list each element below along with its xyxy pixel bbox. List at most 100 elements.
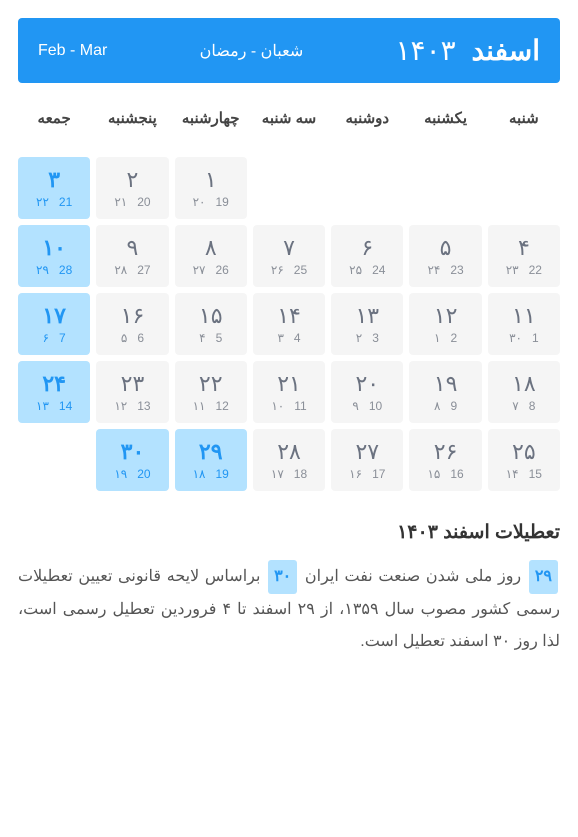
hijri-day: ۱ — [434, 331, 440, 345]
weekday-label: سه شنبه — [253, 103, 325, 137]
day-cell[interactable]: ۱۷۶7 — [18, 293, 90, 355]
weekday-label: دوشنبه — [331, 103, 403, 137]
hijri-day: ۱۵ — [427, 467, 440, 481]
persian-day: ۱۲ — [434, 303, 458, 328]
day-cell[interactable]: ۱۲۱2 — [409, 293, 481, 355]
gregorian-day: 12 — [215, 399, 228, 413]
day-cell[interactable]: ۳۲۲21 — [18, 157, 90, 219]
day-cell[interactable]: ۱۲۰19 — [175, 157, 247, 219]
day-cell[interactable]: ۱۴۳4 — [253, 293, 325, 355]
day-cell[interactable]: ۱۹۸9 — [409, 361, 481, 423]
hijri-day: ۲۹ — [36, 263, 49, 277]
day-cell[interactable]: ۲۲۱۱12 — [175, 361, 247, 423]
secondary-dates: ۱۶17 — [349, 467, 385, 481]
secondary-dates: ۶7 — [43, 331, 66, 345]
day-cell[interactable]: ۱۱۳۰1 — [488, 293, 560, 355]
persian-day: ۱ — [205, 167, 217, 192]
gregorian-day: 20 — [137, 195, 150, 209]
day-cell[interactable]: ۲۰۹10 — [331, 361, 403, 423]
persian-day: ۴ — [518, 235, 530, 260]
day-cell[interactable]: ۱۰۲۹28 — [18, 225, 90, 287]
hijri-day: ۲۳ — [506, 263, 519, 277]
persian-day: ۱۶ — [121, 303, 145, 328]
secondary-dates: ۲۸27 — [114, 263, 150, 277]
secondary-dates: ۲۵24 — [349, 263, 385, 277]
gregorian-day: 8 — [529, 399, 536, 413]
day-cell[interactable]: ۴ ۲۳22 — [488, 225, 560, 287]
hijri-day: ۱۲ — [114, 399, 127, 413]
persian-day: ۶ — [361, 235, 373, 260]
hijri-day: ۲۴ — [427, 263, 440, 277]
persian-day: ۲۶ — [434, 439, 458, 464]
hijri-day: ۱۶ — [349, 467, 362, 481]
persian-day: ۳ — [48, 167, 60, 192]
day-cell[interactable]: ۲۶ ۱۵ 16 — [409, 429, 481, 491]
persian-day: ۲۰ — [355, 371, 379, 396]
secondary-dates: ۸9 — [434, 399, 457, 413]
day-cell[interactable]: ۲۲۱20 — [96, 157, 168, 219]
persian-day: ۳۰ — [121, 439, 145, 464]
gregorian-day: 27 — [137, 263, 150, 277]
hijri-day: ۶ — [43, 331, 49, 345]
persian-day: ۵ — [440, 235, 452, 260]
day-cell[interactable]: ۵ ۲۴23 — [409, 225, 481, 287]
weekday-label: پنجشنبه — [96, 103, 168, 137]
secondary-dates: ۴5 — [199, 331, 222, 345]
secondary-dates: ۳4 — [277, 331, 300, 345]
hijri-day: ۱۸ — [193, 467, 206, 481]
calendar-header: اسفند ۱۴۰۳ شعبان - رمضان Feb - Mar — [18, 18, 560, 83]
primary-month-label: اسفند ۱۴۰۳ — [396, 34, 541, 67]
holidays-section: تعطیلات اسفند ۱۴۰۳ ۲۹ روز ملی شدن صنعت ن… — [18, 521, 560, 658]
day-cell[interactable]: ۲۸۱۷18 — [253, 429, 325, 491]
day-cell[interactable]: ۱۵ ۴5 — [175, 293, 247, 355]
gregorian-day: 11 — [294, 399, 306, 413]
day-cell[interactable]: ۲۴۱۳14 — [18, 361, 90, 423]
hijri-day: ۳ — [277, 331, 283, 345]
day-cell[interactable]: ۱۳۲3 — [331, 293, 403, 355]
day-cell[interactable]: ۲۱۱۰11 — [253, 361, 325, 423]
empty-cell — [488, 157, 560, 219]
gregorian-day: 26 — [215, 263, 228, 277]
persian-day: ۲۳ — [121, 371, 145, 396]
hijri-months-label: شعبان - رمضان — [200, 41, 304, 61]
secondary-dates: ۱۵ 16 — [427, 467, 463, 481]
day-cell[interactable]: ۱۸۷8 — [488, 361, 560, 423]
persian-day: ۱۹ — [434, 371, 458, 396]
persian-day: ۲۷ — [355, 439, 379, 464]
holiday-day-tag: ۳۰ — [268, 560, 297, 594]
empty-cell — [409, 157, 481, 219]
persian-day: ۲ — [127, 167, 139, 192]
secondary-dates: ۷8 — [512, 399, 535, 413]
day-cell[interactable]: ۹۲۸27 — [96, 225, 168, 287]
holidays-title: تعطیلات اسفند ۱۴۰۳ — [18, 521, 560, 544]
day-cell[interactable]: ۷۲۶25 — [253, 225, 325, 287]
day-cell[interactable]: ۳۰۱۹20 — [96, 429, 168, 491]
secondary-dates: ۲۴23 — [427, 263, 463, 277]
persian-day: ۱۵ — [199, 303, 223, 328]
day-cell[interactable]: ۲۵۱۴15 — [488, 429, 560, 491]
month-name: اسفند — [471, 35, 540, 66]
persian-day: ۱۰ — [42, 235, 66, 260]
gregorian-day: 20 — [137, 467, 150, 481]
hijri-day: ۷ — [512, 399, 518, 413]
day-cell[interactable]: ۲۹۱۸19 — [175, 429, 247, 491]
persian-day: ۸ — [205, 235, 217, 260]
calendar-grid: ۱۲۰19۲۲۱20۳۲۲21۴۲۳22۵۲۴23۶۲۵24۷۲۶25۸۲۷26… — [18, 157, 560, 491]
hijri-day: ۲۰ — [193, 195, 206, 209]
gregorian-day: 16 — [450, 467, 463, 481]
secondary-dates: ۲۳22 — [506, 263, 542, 277]
day-cell[interactable]: ۲۷ ۱۶17 — [331, 429, 403, 491]
gregorian-day: 5 — [216, 331, 223, 345]
hijri-day: ۲۷ — [193, 263, 206, 277]
hijri-day: ۲۶ — [271, 263, 284, 277]
secondary-dates: ۱۷18 — [271, 467, 307, 481]
day-cell[interactable]: ۲۳۱۲13 — [96, 361, 168, 423]
gregorian-day: 6 — [137, 331, 144, 345]
hijri-day: ۲۵ — [349, 263, 362, 277]
day-cell[interactable]: ۱۶۵6 — [96, 293, 168, 355]
day-cell[interactable]: ۶ ۲۵24 — [331, 225, 403, 287]
secondary-dates: ۳۰1 — [509, 331, 539, 345]
secondary-dates: ۲۶25 — [271, 263, 307, 277]
day-cell[interactable]: ۸ ۲۷ 26 — [175, 225, 247, 287]
hijri-day: ۱۷ — [271, 467, 284, 481]
